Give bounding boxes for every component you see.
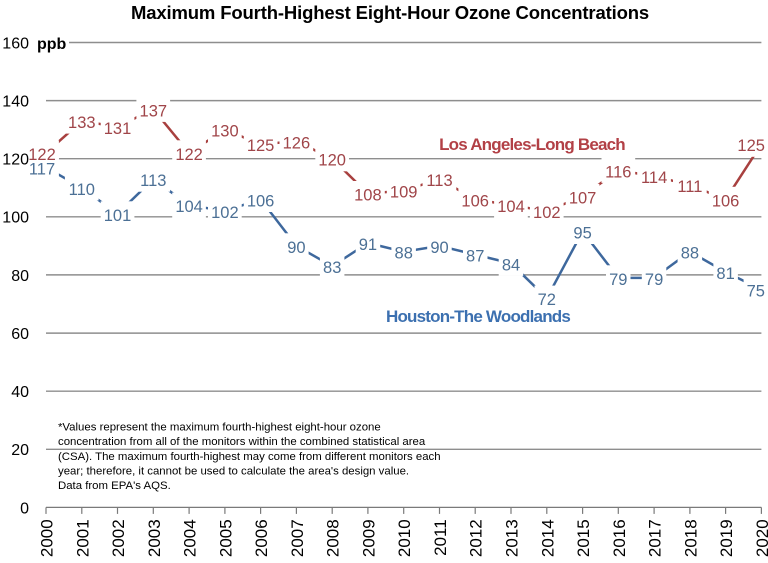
svg-text:102: 102 (533, 204, 561, 222)
svg-text:*Values represent the maximum: *Values represent the maximum fourth-hig… (58, 422, 381, 434)
svg-text:72: 72 (538, 291, 556, 309)
svg-text:(CSA). The maximum fourth-high: (CSA). The maximum fourth-highest may co… (58, 451, 441, 463)
svg-text:120: 120 (318, 152, 346, 170)
svg-text:2001: 2001 (73, 519, 92, 557)
svg-text:110: 110 (69, 181, 95, 199)
svg-text:130: 130 (211, 123, 239, 141)
svg-text:2012: 2012 (467, 519, 486, 557)
svg-text:113: 113 (426, 172, 452, 190)
svg-text:79: 79 (645, 271, 663, 289)
svg-text:106: 106 (247, 192, 275, 210)
svg-text:106: 106 (712, 192, 740, 210)
svg-text:88: 88 (395, 245, 413, 263)
svg-text:2007: 2007 (288, 519, 307, 557)
svg-text:2010: 2010 (395, 519, 414, 557)
svg-text:107: 107 (569, 190, 597, 208)
svg-text:160: 160 (2, 35, 29, 52)
svg-text:2009: 2009 (359, 519, 378, 557)
svg-text:2000: 2000 (38, 519, 57, 557)
svg-text:137: 137 (140, 102, 168, 120)
svg-text:120: 120 (2, 152, 29, 169)
svg-text:60: 60 (11, 326, 29, 343)
svg-text:114: 114 (641, 169, 667, 187)
svg-text:140: 140 (2, 94, 29, 111)
svg-text:2002: 2002 (109, 519, 128, 557)
svg-text:106: 106 (461, 192, 489, 210)
svg-text:88: 88 (681, 245, 699, 263)
svg-text:0: 0 (20, 500, 29, 517)
svg-text:111: 111 (677, 178, 702, 196)
svg-text:109: 109 (390, 184, 418, 202)
svg-text:2003: 2003 (145, 519, 164, 557)
svg-text:2020: 2020 (753, 519, 768, 557)
svg-text:80: 80 (11, 268, 29, 285)
svg-text:90: 90 (287, 239, 305, 257)
svg-text:concentration from all of the: concentration from all of the monitors w… (58, 436, 426, 448)
svg-text:133: 133 (68, 114, 96, 132)
svg-text:101: 101 (104, 207, 132, 225)
svg-text:116: 116 (605, 163, 631, 181)
svg-text:2004: 2004 (181, 519, 200, 557)
svg-text:91: 91 (359, 236, 377, 254)
svg-text:Data from EPA's AQS.: Data from EPA's AQS. (58, 480, 171, 492)
svg-text:2006: 2006 (252, 519, 271, 557)
svg-text:117: 117 (29, 160, 55, 178)
svg-text:2013: 2013 (503, 519, 522, 557)
svg-text:122: 122 (28, 146, 56, 164)
svg-text:2005: 2005 (216, 519, 235, 557)
svg-text:ppb: ppb (37, 36, 67, 53)
svg-text:125: 125 (737, 137, 765, 155)
svg-text:125: 125 (247, 137, 275, 155)
svg-text:75: 75 (747, 283, 765, 301)
svg-text:84: 84 (502, 256, 520, 274)
svg-text:81: 81 (716, 265, 734, 283)
svg-text:90: 90 (430, 239, 448, 257)
svg-text:year; therefore, it cannot be: year; therefore, it cannot be used to ca… (58, 465, 409, 477)
svg-text:131: 131 (104, 120, 132, 138)
svg-text:104: 104 (175, 198, 203, 216)
svg-text:108: 108 (354, 187, 382, 205)
svg-text:2014: 2014 (538, 519, 557, 557)
svg-text:Houston-The Woodlands: Houston-The Woodlands (386, 307, 570, 326)
svg-text:104: 104 (497, 198, 525, 216)
svg-text:2008: 2008 (324, 519, 343, 557)
svg-text:87: 87 (466, 248, 484, 266)
svg-text:122: 122 (175, 146, 203, 164)
svg-text:113: 113 (140, 172, 166, 190)
svg-text:20: 20 (11, 442, 29, 459)
svg-text:2011: 2011 (431, 519, 450, 556)
svg-text:Maximum Fourth-Highest Eight-H: Maximum Fourth-Highest Eight-Hour Ozone … (131, 2, 649, 23)
svg-text:2018: 2018 (681, 519, 700, 557)
svg-text:2016: 2016 (610, 519, 629, 557)
svg-text:79: 79 (609, 271, 627, 289)
svg-text:2019: 2019 (717, 519, 736, 557)
svg-text:100: 100 (2, 210, 29, 227)
svg-text:2017: 2017 (646, 519, 665, 557)
svg-text:Los Angeles-Long Beach: Los Angeles-Long Beach (439, 135, 625, 154)
svg-text:126: 126 (283, 134, 311, 152)
svg-text:40: 40 (11, 384, 29, 401)
svg-text:83: 83 (323, 259, 341, 277)
svg-text:95: 95 (573, 224, 591, 242)
svg-text:102: 102 (211, 204, 239, 222)
svg-text:2015: 2015 (574, 519, 593, 557)
